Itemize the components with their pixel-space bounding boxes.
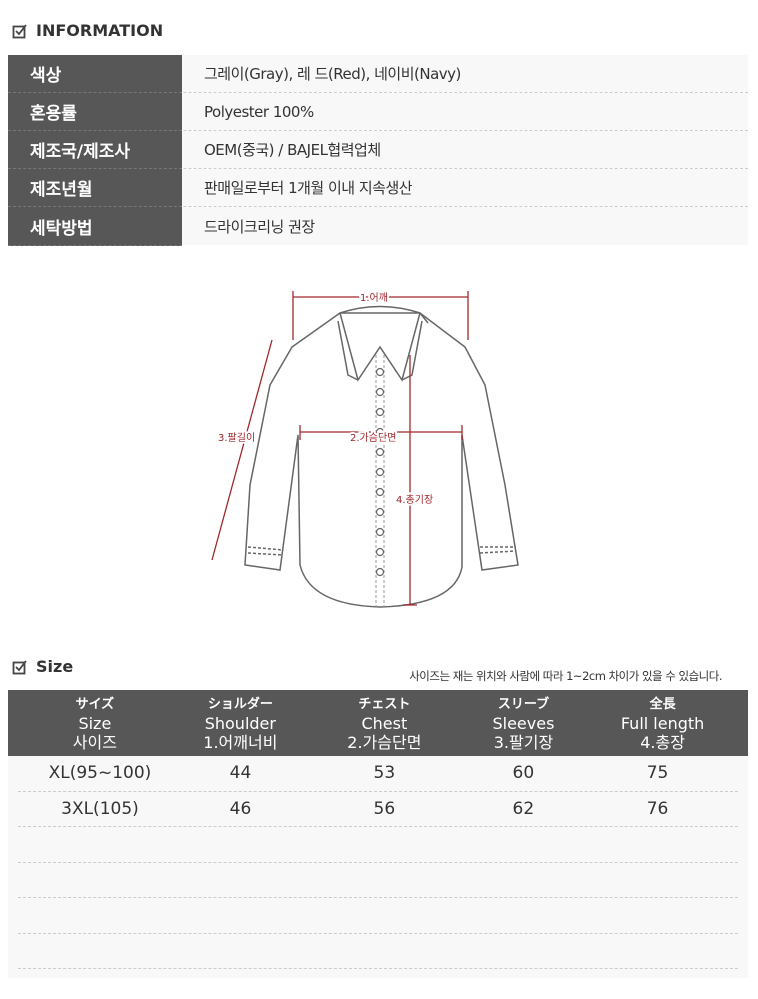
header-en: Chest	[361, 713, 408, 733]
table-cell	[182, 863, 299, 898]
size-table-header: サイズ Size 사이즈 ショルダー Shoulder 1.어깨너비 チェスト Chest 2.…	[8, 690, 748, 756]
shoulder-label: 1.어깨	[360, 292, 388, 304]
info-row: 제조년월 판매일로부터 1개월 이내 지속생산	[8, 169, 748, 207]
table-row	[18, 863, 738, 898]
table-cell	[470, 863, 577, 898]
table-cell	[18, 863, 182, 898]
info-label: 제조국/제조사	[8, 131, 182, 169]
info-value: 드라이크리닝 권장	[182, 207, 748, 245]
table-cell	[182, 827, 299, 862]
header-kr: 4.총장	[640, 732, 685, 752]
table-cell	[577, 898, 738, 933]
info-row: 제조국/제조사 OEM(중국) / BAJEL협력업체	[8, 131, 748, 169]
column-header: サイズ Size 사이즈	[8, 690, 182, 756]
header-kr: 3.팔기장	[493, 732, 554, 752]
header-jp: 全長	[649, 696, 676, 712]
table-cell: 56	[373, 798, 396, 819]
info-row: 혼용률 Polyester 100%	[8, 93, 748, 131]
header-kr: 2.가슴단면	[347, 732, 422, 752]
table-cell	[470, 898, 577, 933]
table-cell	[299, 863, 470, 898]
chest-label: 2.가슴단면	[350, 432, 396, 444]
header-en: Sleeves	[492, 713, 555, 733]
column-header: スリーブ Sleeves 3.팔기장	[470, 690, 577, 756]
header-jp: サイズ	[75, 696, 115, 712]
checkbox-icon	[12, 23, 27, 38]
table-cell	[18, 898, 182, 933]
header-jp: スリーブ	[497, 696, 550, 712]
header-jp: ショルダー	[207, 696, 273, 712]
header-en: Shoulder	[204, 713, 276, 733]
information-title: INFORMATION	[36, 21, 164, 40]
sleeve-label: 3.팔길이	[218, 431, 255, 444]
table-cell	[577, 934, 738, 969]
length-label: 4.총기장	[396, 494, 433, 506]
shirt-diagram: 1.어깨 3.팔길이 2.가슴단면 4.총기장	[211, 290, 519, 608]
table-cell: XL(95~100)	[48, 763, 152, 784]
header-en: Full length	[620, 713, 705, 733]
table-row: 3XL(105) 46 56 62 76	[18, 792, 738, 827]
table-cell	[470, 934, 577, 969]
checkbox-icon	[12, 659, 27, 674]
header-jp: チェスト	[358, 696, 411, 712]
size-section-title: Size	[12, 657, 73, 676]
table-cell	[470, 827, 577, 862]
table-row: XL(95~100) 44 53 60 75	[18, 756, 738, 792]
table-cell	[182, 898, 299, 933]
column-header: チェスト Chest 2.가슴단면	[299, 690, 470, 756]
header-en: Size	[78, 713, 112, 733]
table-row	[18, 827, 738, 863]
table-cell	[577, 827, 738, 862]
column-header: 全長 Full length 4.총장	[577, 690, 748, 756]
table-cell	[299, 827, 470, 862]
table-cell: 46	[229, 798, 252, 819]
table-cell: 62	[512, 798, 535, 819]
table-cell: 76	[646, 798, 669, 819]
information-section-title: INFORMATION	[12, 21, 163, 40]
size-table: サイズ Size 사이즈 ショルダー Shoulder 1.어깨너비 チェスト Chest 2.…	[8, 690, 748, 978]
info-value: 판매일로부터 1개월 이내 지속생산	[182, 169, 748, 206]
table-cell	[182, 934, 299, 969]
table-cell: 75	[646, 763, 669, 784]
info-row: 세탁방법 드라이크리닝 권장	[8, 207, 748, 246]
info-label: 색상	[8, 55, 182, 93]
table-row	[18, 934, 738, 969]
info-label: 혼용률	[8, 93, 182, 131]
size-table-body: XL(95~100) 44 53 60 75 3XL(105) 46 56 62 76	[8, 756, 748, 978]
info-label: 제조년월	[8, 169, 182, 207]
table-cell	[577, 863, 738, 898]
info-value: 그레이(Gray), 레 드(Red), 네이비(Navy)	[182, 55, 748, 92]
info-row: 색상 그레이(Gray), 레 드(Red), 네이비(Navy)	[8, 55, 748, 93]
table-cell	[18, 934, 182, 969]
size-title: Size	[36, 657, 74, 676]
info-value: Polyester 100%	[182, 93, 748, 130]
table-cell: 44	[229, 763, 252, 784]
info-value: OEM(중국) / BAJEL협력업체	[182, 131, 748, 168]
header-kr: 1.어깨너비	[203, 732, 278, 752]
table-cell: 53	[373, 763, 396, 784]
header-kr: 사이즈	[72, 732, 117, 752]
table-cell: 60	[512, 763, 535, 784]
column-header: ショルダー Shoulder 1.어깨너비	[182, 690, 299, 756]
table-row	[18, 898, 738, 934]
table-cell	[299, 934, 470, 969]
info-label: 세탁방법	[8, 207, 182, 246]
table-cell	[299, 898, 470, 933]
table-cell: 3XL(105)	[61, 798, 139, 819]
table-cell	[18, 827, 182, 862]
size-note: 사이즈는 재는 위치와 사람에 따라 1~2cm 차이가 있을 수 있습니다.	[409, 669, 722, 683]
information-table: 색상 그레이(Gray), 레 드(Red), 네이비(Navy) 혼용률 Polye…	[8, 55, 748, 246]
